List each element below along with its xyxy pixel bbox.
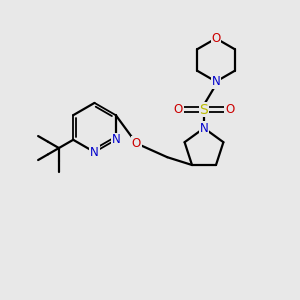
Text: N: N [111,133,120,146]
Text: N: N [200,122,208,135]
Text: O: O [225,103,234,116]
Text: N: N [90,146,99,159]
Text: N: N [212,75,220,88]
Text: S: S [200,103,208,116]
Text: O: O [132,137,141,150]
Text: O: O [212,32,220,45]
Text: O: O [174,103,183,116]
